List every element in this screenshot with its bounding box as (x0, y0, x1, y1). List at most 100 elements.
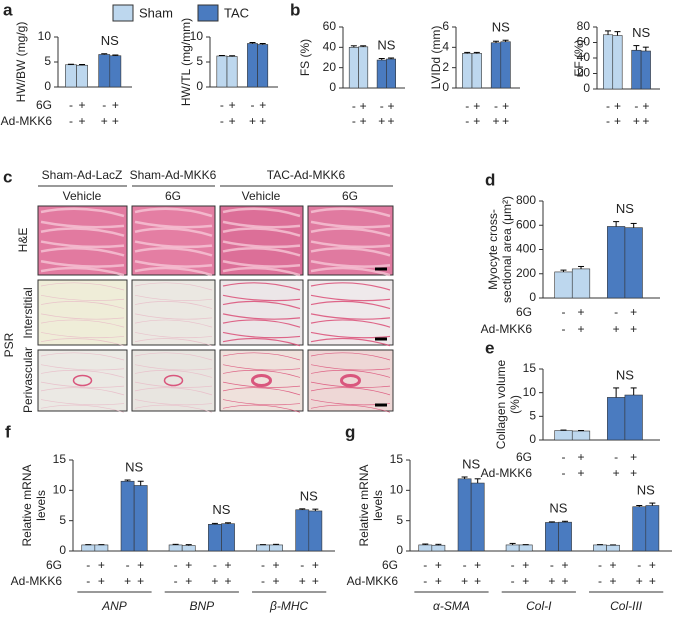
tissue-fiber (310, 313, 391, 320)
bar (181, 545, 196, 552)
tissue-fiber (222, 337, 301, 347)
row-sign: + (185, 574, 192, 588)
legend-label: Sham (139, 5, 173, 20)
tissue-fiber (222, 399, 301, 406)
annotation: NS (125, 459, 143, 474)
y-axis-label: LVIDd (mm) (429, 26, 443, 90)
row-sign: - (261, 558, 265, 572)
row-label: 6G (516, 450, 532, 464)
panel-label: f (5, 422, 11, 441)
row-sign: - (86, 558, 90, 572)
bar (554, 271, 573, 299)
bar (624, 394, 643, 441)
y-axis-label: HW/BW (mg/g) (14, 22, 28, 103)
tissue-fiber (310, 337, 391, 347)
bar (376, 59, 387, 89)
row-sign: + (473, 99, 480, 113)
micrograph (131, 349, 216, 412)
group-label: TAC-Ad-MKK6 (267, 168, 346, 182)
row-sign: - (251, 98, 255, 112)
row-sign: + (578, 305, 585, 319)
row-sign: + (112, 114, 119, 128)
row-label: 6G (382, 558, 398, 572)
row-sign: - (423, 574, 427, 588)
row-sign: + (185, 558, 192, 572)
y-tick-label: 200 (516, 266, 536, 280)
tissue-fiber (310, 319, 391, 328)
row-sign: + (642, 99, 649, 113)
row-sign: + (578, 466, 585, 480)
bar (606, 544, 620, 552)
row-sign: + (79, 114, 86, 128)
bar (216, 55, 228, 88)
tissue-fiber (310, 247, 391, 257)
y-tick-label: 60 (323, 19, 337, 33)
annotation: NS (101, 33, 119, 48)
y-tick-label: 0 (196, 79, 203, 93)
row-sign: + (578, 450, 585, 464)
tissue-fiber (222, 266, 301, 277)
row-sign: + (229, 98, 236, 112)
y-tick-label: 40 (323, 40, 337, 54)
panel-label: b (290, 0, 300, 19)
bar (76, 64, 88, 88)
tissue-fiber (40, 227, 125, 237)
tissue-fiber (310, 369, 391, 378)
annotation: NS (492, 20, 510, 35)
row-sign: + (312, 574, 319, 588)
treatment-label: 6G (342, 189, 358, 203)
y-tick-label: 15 (53, 452, 67, 466)
tissue-fiber (134, 247, 213, 257)
row-sign: + (474, 574, 481, 588)
tissue-fiber (40, 294, 125, 301)
bar (593, 544, 607, 552)
tissue-fiber (134, 399, 213, 406)
tissue-fiber (310, 220, 391, 229)
y-tick-label: 5 (396, 513, 403, 527)
bar (470, 482, 485, 552)
annotation: NS (377, 37, 395, 52)
bar (431, 544, 446, 552)
tissue-fiber (40, 266, 125, 277)
y-tick-label: 10 (53, 483, 67, 497)
y-tick-label: 20 (323, 60, 337, 74)
row-sign: + (229, 114, 236, 128)
row-sign: + (502, 99, 509, 113)
stain-label: H&E (16, 228, 30, 253)
micrograph (37, 279, 128, 346)
tissue-fiber (310, 331, 391, 339)
micrograph (307, 205, 394, 276)
bar (607, 226, 626, 299)
y-tick-label: 5 (44, 54, 51, 68)
tissue-fiber (222, 227, 301, 237)
tissue-fiber (40, 313, 125, 320)
bar (221, 523, 235, 552)
micrograph (37, 205, 128, 276)
row-sign: + (642, 114, 649, 128)
row-sign: - (380, 99, 384, 113)
y-axis-label: EF (%) (572, 39, 586, 76)
stain-label: PSR (2, 332, 16, 357)
row-label: 6G (46, 558, 62, 572)
row-sign: + (614, 99, 621, 113)
bar (308, 510, 323, 552)
y-axis-label: levels (371, 490, 385, 521)
y-tick-label: 4 (442, 40, 449, 54)
tissue-fiber (310, 266, 391, 277)
row-sign: + (474, 558, 481, 572)
y-axis-label: HW/TL (mg/mm) (179, 18, 193, 106)
y-tick-label: 15 (523, 361, 537, 375)
treatment-label: Vehicle (63, 189, 102, 203)
vessel (251, 374, 272, 387)
bar (94, 544, 109, 552)
y-tick-label: 40 (577, 50, 591, 64)
row-sign: + (360, 114, 367, 128)
y-tick-label: 600 (516, 217, 536, 231)
tissue-fiber (134, 260, 213, 268)
y-axis-label: (%) (508, 395, 522, 414)
row-label: 6G (516, 305, 532, 319)
y-tick-label: 5 (196, 54, 203, 68)
row-sign: + (502, 114, 509, 128)
bar (490, 42, 502, 89)
bar (65, 64, 77, 88)
